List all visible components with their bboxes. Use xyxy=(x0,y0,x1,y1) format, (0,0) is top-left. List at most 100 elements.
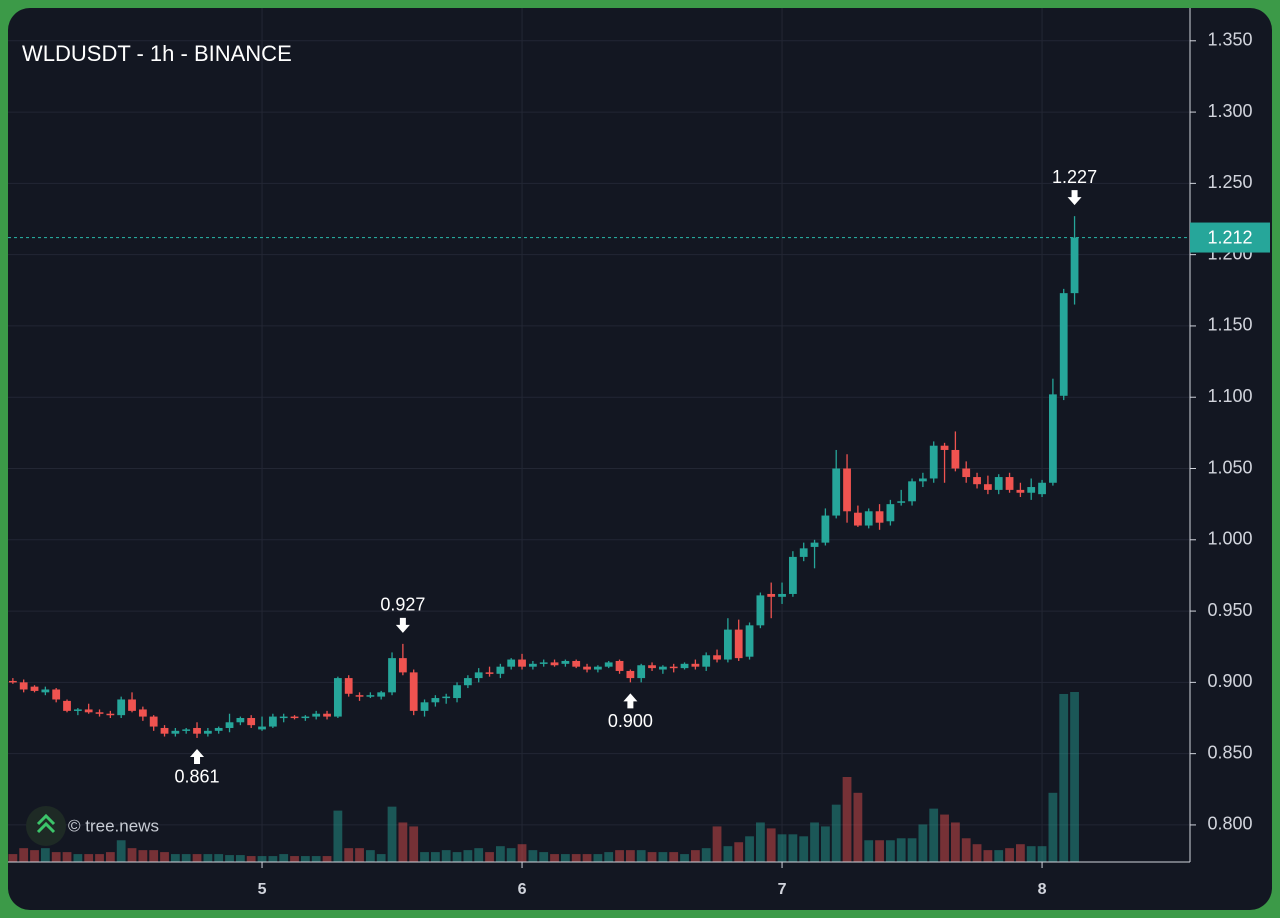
volume-bar xyxy=(680,854,689,862)
candle-body xyxy=(8,680,17,683)
candle-body xyxy=(128,699,136,711)
y-tick-label: 0.800 xyxy=(1207,814,1252,834)
candle-body xyxy=(843,468,851,512)
candle-body xyxy=(474,672,483,679)
candle-body xyxy=(290,716,299,719)
volume-bar xyxy=(1005,848,1014,862)
y-tick-label: 0.900 xyxy=(1207,671,1252,691)
volume-bar xyxy=(907,838,917,862)
candle-body xyxy=(41,689,50,693)
volume-bar xyxy=(604,852,614,862)
volume-bar xyxy=(355,848,364,862)
volume-bar xyxy=(1026,846,1036,862)
candle-body xyxy=(886,504,895,522)
volume-bar xyxy=(864,840,874,862)
volume-bar xyxy=(929,808,939,862)
volume-bar xyxy=(983,850,993,862)
y-tick-label: 1.000 xyxy=(1207,529,1252,549)
volume-bar xyxy=(571,854,581,862)
candle-body xyxy=(95,712,104,714)
candle-body xyxy=(496,666,505,674)
candle-body xyxy=(1038,482,1046,495)
y-tick-label: 0.850 xyxy=(1207,742,1252,762)
volume-bar xyxy=(734,842,744,862)
candle-body xyxy=(669,666,678,669)
annotation-arrow xyxy=(190,748,205,764)
volume-bar xyxy=(105,852,115,862)
volume-bar xyxy=(300,856,310,862)
volume-bar xyxy=(62,852,72,862)
annotation-label: 1.227 xyxy=(1052,167,1097,187)
candle-body xyxy=(225,722,234,728)
candle-body xyxy=(756,595,765,626)
volume-bar xyxy=(961,838,971,862)
candle-body xyxy=(550,662,559,666)
candle-body xyxy=(344,678,353,694)
candle-body xyxy=(691,663,700,667)
volume-bar xyxy=(8,854,18,862)
volume-bar xyxy=(669,852,679,862)
candle-body xyxy=(268,716,277,727)
volume-bar xyxy=(95,854,104,862)
volume-bar xyxy=(517,844,527,862)
volume-bar xyxy=(19,848,29,862)
volume-bar xyxy=(625,850,635,862)
volume-bar xyxy=(420,852,429,862)
candle-body xyxy=(214,727,223,731)
volume-bar xyxy=(647,852,657,862)
candle-body xyxy=(539,662,548,664)
chart-title: WLDUSDT - 1h - BINANCE xyxy=(22,41,292,66)
candle-body xyxy=(908,481,916,502)
volume-bar xyxy=(615,850,624,862)
candle-body xyxy=(420,702,429,711)
x-tick-label: 8 xyxy=(1038,881,1047,898)
y-tick-label: 1.250 xyxy=(1207,172,1252,192)
annotation-arrow xyxy=(1067,190,1082,206)
annotation-arrow xyxy=(395,617,410,633)
candle-body xyxy=(940,445,949,450)
volume-bar xyxy=(30,850,39,862)
candle-body xyxy=(767,593,776,597)
volume-bar xyxy=(1059,693,1069,862)
candle-body xyxy=(1070,237,1079,294)
volume-bar xyxy=(485,852,494,862)
volume-bar xyxy=(994,850,1004,862)
x-tick-label: 6 xyxy=(518,881,527,898)
y-tick-label: 1.150 xyxy=(1207,315,1252,335)
candle-body xyxy=(713,655,721,660)
candle-body xyxy=(323,713,331,717)
volume-bar xyxy=(593,854,603,862)
volume-bar xyxy=(506,848,516,862)
axes: 0.800 0.850 0.900 0.950 1.000 1.050 1.100 1.150… xyxy=(258,30,1253,899)
volume-bar xyxy=(192,854,202,862)
candle-body xyxy=(864,511,873,526)
candle-body xyxy=(193,727,201,734)
candle-body xyxy=(626,670,635,679)
volume-bar xyxy=(214,854,224,862)
volume-bar xyxy=(745,836,754,862)
volume-bar xyxy=(875,840,884,862)
candle-body xyxy=(723,629,732,660)
volume-bar xyxy=(1070,692,1079,862)
volume-bar xyxy=(51,852,61,862)
candle-body xyxy=(799,548,808,557)
candle-body xyxy=(258,726,266,730)
annotation-label: 0.927 xyxy=(380,595,425,615)
volume-bar xyxy=(268,856,278,862)
candle-body xyxy=(160,727,169,734)
candle-body xyxy=(366,695,375,697)
volume-bar xyxy=(831,804,841,862)
candle-body xyxy=(832,468,841,516)
volume-bar xyxy=(170,854,180,862)
candle-body xyxy=(247,718,256,726)
volume-bar xyxy=(788,834,798,862)
candle-body xyxy=(138,709,147,717)
volume-bar xyxy=(409,826,419,862)
volume-bar xyxy=(149,850,159,862)
volume-bar xyxy=(1016,844,1025,862)
volume-bar xyxy=(138,850,148,862)
candle-body xyxy=(604,662,613,667)
volume-bar xyxy=(799,836,809,862)
volume-bar xyxy=(528,850,538,862)
